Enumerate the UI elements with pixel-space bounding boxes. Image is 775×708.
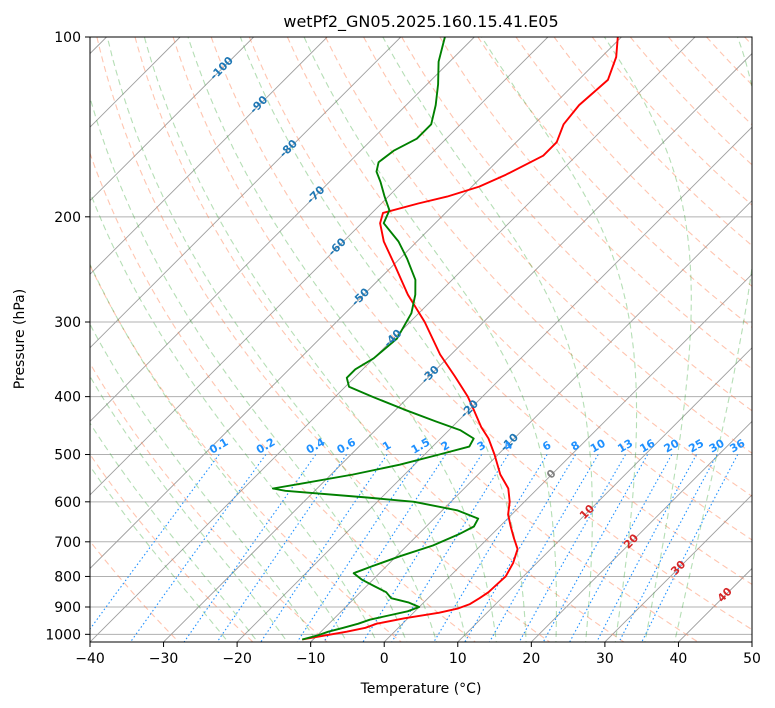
isotherm-line bbox=[90, 37, 254, 202]
isotherm-line bbox=[310, 200, 752, 642]
dry-adiabat bbox=[591, 37, 752, 206]
moist-adiabat bbox=[90, 465, 229, 642]
isotherm-line bbox=[457, 347, 752, 642]
moist-adiabat bbox=[382, 37, 593, 642]
dewpoint-profile bbox=[271, 37, 480, 641]
moist-adiabat bbox=[90, 263, 348, 642]
isotherm-line bbox=[604, 494, 752, 642]
isotherm-line bbox=[90, 37, 696, 642]
y-tick-label: 800 bbox=[54, 569, 81, 585]
y-axis-title: Pressure (hPa) bbox=[12, 289, 28, 389]
dry-adiabat bbox=[401, 37, 752, 412]
profile-layer bbox=[271, 37, 619, 641]
x-tick-label: 40 bbox=[670, 651, 688, 667]
moist-adiabat bbox=[106, 37, 438, 642]
x-tick-label: −20 bbox=[222, 651, 252, 667]
dry-adiabat bbox=[96, 37, 550, 642]
mixing-ratio-line bbox=[433, 454, 548, 642]
moist-adiabat bbox=[303, 37, 557, 642]
mixing-ratio-line bbox=[323, 454, 447, 642]
mixing-ratio-line bbox=[489, 454, 599, 642]
dry-adiabat bbox=[325, 37, 752, 497]
x-tick-label: 0 bbox=[380, 651, 389, 667]
moist-adiabat bbox=[603, 37, 692, 642]
grid-layer bbox=[90, 37, 752, 642]
moist-adiabat bbox=[90, 422, 259, 642]
moist-adiabat bbox=[481, 37, 638, 642]
mixing-ratio-line bbox=[130, 454, 267, 642]
moist-adiabat bbox=[143, 37, 468, 642]
y-tick-label: 1000 bbox=[45, 627, 81, 643]
plot-frame bbox=[89, 36, 753, 643]
mixing-ratio-line bbox=[260, 454, 388, 642]
isotherm-line bbox=[90, 37, 475, 422]
y-tick-label: 400 bbox=[54, 390, 81, 406]
x-tick-label: 10 bbox=[449, 651, 467, 667]
isotherm-line bbox=[90, 37, 328, 275]
x-tick-label: 20 bbox=[522, 651, 540, 667]
x-tick-label: −40 bbox=[75, 651, 105, 667]
y-tick-label: 300 bbox=[54, 315, 81, 331]
isotherm-line bbox=[90, 37, 622, 570]
dry-adiabat bbox=[363, 37, 752, 454]
moist-adiabat bbox=[674, 37, 752, 642]
y-tick-label: 600 bbox=[54, 495, 81, 511]
plot-area-background bbox=[90, 37, 752, 642]
dry-adiabat bbox=[439, 37, 752, 370]
moist-adiabat bbox=[187, 37, 497, 642]
dry-adiabat bbox=[134, 37, 625, 642]
isotherm-line bbox=[383, 273, 752, 642]
x-tick-label: 50 bbox=[743, 651, 761, 667]
y-tick-label: 100 bbox=[54, 30, 81, 46]
isotherm-line bbox=[90, 37, 549, 496]
dry-adiabat bbox=[90, 151, 476, 642]
moist-adiabat bbox=[90, 190, 378, 642]
chart-title: wetPf2_GN05.2025.160.15.41.E05 bbox=[283, 12, 558, 32]
isotherm-line bbox=[163, 52, 752, 642]
mixing-ratio-line bbox=[596, 454, 697, 642]
mixing-ratio-line bbox=[362, 454, 483, 642]
temperature-profile bbox=[302, 37, 619, 641]
y-tick-label: 900 bbox=[54, 600, 81, 616]
background-lines bbox=[90, 37, 752, 642]
dry-adiabat bbox=[286, 37, 752, 541]
dry-adiabat bbox=[90, 264, 402, 642]
mixing-ratio-line bbox=[618, 454, 718, 642]
x-tick-label: −10 bbox=[296, 651, 326, 667]
isotherm-line bbox=[531, 420, 752, 642]
x-tick-label: −30 bbox=[149, 651, 179, 667]
isotherm-line bbox=[90, 37, 402, 349]
mixing-ratio-line bbox=[296, 454, 422, 642]
dry-adiabat bbox=[477, 37, 752, 329]
mixing-ratio-line bbox=[90, 454, 220, 630]
y-tick-label: 500 bbox=[54, 448, 81, 464]
dry-adiabat bbox=[553, 37, 752, 247]
x-axis-title: Temperature (°C) bbox=[360, 681, 482, 697]
dry-adiabat bbox=[248, 37, 752, 586]
y-tick-label: 700 bbox=[54, 535, 81, 551]
mixing-ratio-line bbox=[464, 454, 577, 642]
tick-layer: −40 −30 −20 −10 0 10 20 30 40 50 100 200 300 400 500 60… bbox=[45, 30, 761, 667]
x-tick-label: 30 bbox=[596, 651, 614, 667]
moist-adiabat bbox=[90, 95, 408, 642]
isotherm-line bbox=[236, 126, 752, 642]
dry-adiabat bbox=[210, 37, 752, 631]
mixing-ratio-line bbox=[518, 454, 626, 642]
dry-adiabat bbox=[172, 37, 699, 642]
y-tick-label: 200 bbox=[54, 210, 81, 226]
